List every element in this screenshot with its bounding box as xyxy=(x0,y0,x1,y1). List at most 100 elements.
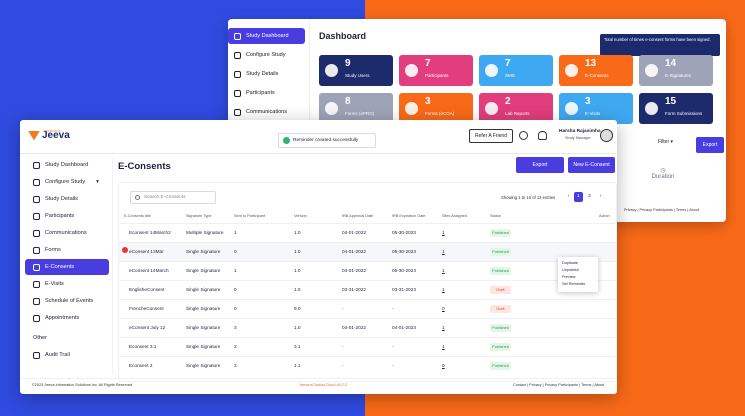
sidebar-item-9[interactable]: Appointments xyxy=(25,310,109,326)
page-title: E-Consents xyxy=(118,161,171,172)
stat-tile[interactable]: 15 Form Submissions xyxy=(639,93,713,124)
sidebar-item-6[interactable]: E-Consents xyxy=(25,259,109,275)
bell-icon[interactable] xyxy=(538,131,547,140)
table-cell[interactable]: eConsent 14March xyxy=(129,268,169,273)
back-sidebar-item-0[interactable]: Study Dashboard xyxy=(228,28,305,44)
table-cell[interactable]: 1 xyxy=(442,249,445,254)
action-menu-item[interactable]: Duplicate xyxy=(562,261,578,265)
sidebar-item-3[interactable]: Participants xyxy=(25,208,109,224)
action-menu-item[interactable]: Unpublish xyxy=(562,268,579,272)
stat-tile[interactable]: 3 E-Visits xyxy=(559,93,633,124)
table-cell[interactable]: 1 xyxy=(442,344,445,349)
back-sidebar-item-2[interactable]: Study Details xyxy=(228,66,309,82)
tooltip: Total number of times e-consent forms ha… xyxy=(600,34,720,56)
stat-tile-icon xyxy=(485,102,498,115)
status-badge: Draft xyxy=(490,286,511,294)
stat-tile-label: SMS xyxy=(505,73,515,78)
footer-version: Jeeva eClinical Cloud v5.2.2 xyxy=(299,383,347,387)
dashboard-export-button[interactable]: Export xyxy=(696,137,724,153)
column-header[interactable]: Signature Type xyxy=(186,214,212,218)
sidebar-item-label: Communications xyxy=(45,230,87,236)
toast-message: Reminder created successfully xyxy=(293,138,359,143)
table-cell[interactable]: Econsent 14March2 xyxy=(129,230,171,235)
column-header[interactable]: Sent to Participant xyxy=(234,214,266,218)
econsent-icon xyxy=(33,263,40,271)
stat-tile[interactable]: 2 Lab Reports xyxy=(479,93,553,124)
sidebar-item-5[interactable]: Forms xyxy=(25,242,109,258)
table-cell[interactable]: Econsent 3.1 xyxy=(129,344,157,349)
sidebar-item-0[interactable]: Study Dashboard xyxy=(25,157,109,173)
sidebar: Study Dashboard Configure Study ▾ Study Det… xyxy=(25,157,109,363)
gear-icon xyxy=(234,51,241,59)
sidebar-item-4[interactable]: Communications xyxy=(25,225,109,241)
column-header[interactable]: IRB Expiration Date xyxy=(392,214,426,218)
column-header[interactable]: Status xyxy=(490,214,501,218)
status-badge: Published xyxy=(490,324,511,332)
column-header[interactable]: Action xyxy=(599,214,610,218)
refer-friend-button[interactable]: Refer A Friend xyxy=(469,129,513,143)
stat-tile-label: E-Consents xyxy=(585,73,609,78)
table-cell[interactable]: 0 xyxy=(442,363,445,368)
status-badge: Published xyxy=(490,267,511,275)
sidebar-item-8[interactable]: Schedule of Events xyxy=(25,293,109,309)
prev-page-icon[interactable]: ‹ xyxy=(567,194,570,199)
sidebar-item-1[interactable]: Configure Study ▾ xyxy=(25,174,109,190)
table-cell[interactable]: Econsent 2 xyxy=(129,363,153,368)
search-input[interactable]: Search E-Consents xyxy=(130,191,216,204)
document-icon xyxy=(234,70,241,78)
filter-label: Filter xyxy=(658,139,670,145)
action-menu-item[interactable]: Preview xyxy=(562,275,576,279)
table-cell[interactable]: EnglisheConsent xyxy=(129,287,165,292)
avatar[interactable] xyxy=(600,129,613,142)
table-cell[interactable]: 1 xyxy=(442,325,445,330)
page-2[interactable]: 2 xyxy=(588,194,591,199)
table-cell[interactable]: eConsent July 12 xyxy=(129,325,166,330)
next-page-icon[interactable]: › xyxy=(599,194,602,199)
table-cell: 9.0 xyxy=(294,306,301,311)
sidebar-item-2[interactable]: Study Details xyxy=(25,191,109,207)
table-cell: 3 xyxy=(234,325,237,330)
table-cell[interactable]: eConsent 13Mar xyxy=(129,249,164,254)
sidebar-item-label: Study Details xyxy=(45,196,78,202)
chat-icon xyxy=(33,229,40,237)
footer-copyright: ©2023 Jeeva Informatics Solutions Inc. A… xyxy=(32,383,133,387)
column-header[interactable]: Sites Assigned xyxy=(442,214,467,218)
stat-tile-label: Lab Reports xyxy=(505,111,530,116)
action-menu-item[interactable]: Set Reminder xyxy=(562,282,586,286)
table-cell[interactable]: FrencheConsent xyxy=(129,306,164,311)
back-sidebar-item-3[interactable]: Participants xyxy=(228,85,309,101)
user-role: Study Manager xyxy=(565,136,591,140)
stat-tile-label: Form Submissions xyxy=(665,111,703,116)
table-cell[interactable]: 1 xyxy=(442,287,445,292)
column-header[interactable]: IRB Approval Date xyxy=(342,214,374,218)
back-sidebar-item-1[interactable]: Configure Study xyxy=(228,47,309,63)
filter-dropdown[interactable]: Filter ▾ xyxy=(658,139,674,145)
econsents-window: Jeeva INFORMATICS Reminder created succe… xyxy=(20,120,617,394)
back-sidebar-item-4[interactable]: Communications xyxy=(228,104,309,120)
table-cell[interactable]: 1 xyxy=(442,230,445,235)
sidebar-item-7[interactable]: E-Visits xyxy=(25,276,109,292)
table-cell[interactable]: 1 xyxy=(442,268,445,273)
stat-tile-label: Study Users xyxy=(345,73,370,78)
back-sidebar-label: Communications xyxy=(246,109,287,115)
stat-tile-label: Forms (ePRO) xyxy=(345,111,375,116)
sidebar-item-audit-trail[interactable]: Audit Trail xyxy=(25,347,109,363)
table-cell[interactable]: 0 xyxy=(442,306,445,311)
stat-tile[interactable]: 7 Participants xyxy=(399,55,473,86)
column-header[interactable]: E-Consents title xyxy=(124,214,151,218)
clock-icon[interactable] xyxy=(519,131,528,140)
sidebar-item-label: Participants xyxy=(45,213,75,219)
entries-count: Showing 1 to 10 of 13 entries xyxy=(501,195,556,200)
stat-tile[interactable]: 3 Forms (eCOA) xyxy=(399,93,473,124)
stat-tile[interactable]: 13 E-Consents xyxy=(559,55,633,86)
column-header[interactable]: Version xyxy=(294,214,307,218)
stat-tile[interactable]: 8 Forms (ePRO) xyxy=(319,93,393,124)
bar-chart-icon xyxy=(234,32,241,40)
stat-tile[interactable]: 9 Study Users xyxy=(319,55,393,86)
page-1[interactable]: 1 xyxy=(574,192,583,202)
stat-tile[interactable]: 7 SMS xyxy=(479,55,553,86)
export-button[interactable]: Export xyxy=(516,157,564,173)
new-econsent-button[interactable]: New E-Consent xyxy=(568,157,615,173)
table-cell: 04-01-2022 xyxy=(342,268,366,273)
stat-tile[interactable]: 14 E-Signatures xyxy=(639,55,713,86)
